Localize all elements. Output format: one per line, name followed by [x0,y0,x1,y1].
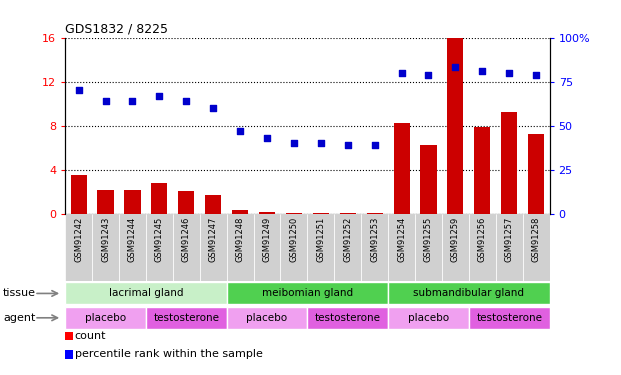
Bar [469,307,550,329]
Bar [200,214,227,281]
Bar [420,146,437,214]
Text: testosterone: testosterone [476,313,542,323]
Bar [152,183,168,214]
Text: GDS1832 / 8225: GDS1832 / 8225 [65,22,168,36]
Bar [388,307,469,329]
Text: GSM91259: GSM91259 [451,217,460,262]
Text: GSM91243: GSM91243 [101,217,110,262]
Bar [388,282,550,304]
Text: GSM91247: GSM91247 [209,217,218,262]
Point [208,105,218,111]
Bar [523,214,550,281]
Point [235,128,245,134]
Text: testosterone: testosterone [315,313,381,323]
Point [424,72,433,78]
Bar [146,307,227,329]
Bar [232,210,248,214]
Text: meibomian gland: meibomian gland [262,288,353,298]
Bar [259,211,275,214]
Point [478,68,487,74]
Point [127,98,137,104]
Bar [307,307,388,329]
Text: percentile rank within the sample: percentile rank within the sample [75,350,263,359]
Text: agent: agent [3,313,35,323]
Point [155,93,165,99]
Point [343,142,353,148]
Text: GSM91257: GSM91257 [505,217,514,262]
Point [369,142,379,148]
Bar [496,214,523,281]
Point [74,87,84,93]
Bar [394,123,410,214]
Text: GSM91245: GSM91245 [155,217,164,262]
Text: tissue: tissue [3,288,36,298]
Bar [146,214,173,281]
Bar [501,112,517,214]
Point [504,70,514,76]
Text: GSM91258: GSM91258 [532,217,541,262]
Bar [340,213,356,214]
Bar [281,214,307,281]
Bar [178,190,194,214]
Text: GSM91248: GSM91248 [235,217,245,262]
Point [316,140,326,146]
Bar [313,213,329,214]
Bar [124,189,140,214]
Bar [253,214,281,281]
Point [262,135,272,141]
Bar [92,214,119,281]
Text: GSM91256: GSM91256 [478,217,487,262]
Bar [447,38,463,214]
Bar [528,135,544,214]
Point [450,64,460,70]
Text: placebo: placebo [408,313,449,323]
Text: placebo: placebo [85,313,126,323]
Text: GSM91242: GSM91242 [74,217,83,262]
Bar [474,127,491,214]
Text: GSM91252: GSM91252 [343,217,352,262]
Bar [173,214,200,281]
Bar [71,175,87,214]
Text: GSM91244: GSM91244 [128,217,137,262]
Bar [307,214,334,281]
Bar [65,214,92,281]
Bar [469,214,496,281]
Text: GSM91250: GSM91250 [289,217,299,262]
Text: GSM91251: GSM91251 [316,217,325,262]
Point [101,98,111,104]
Bar [227,307,307,329]
Text: GSM91246: GSM91246 [182,217,191,262]
Text: GSM91254: GSM91254 [397,217,406,262]
Text: GSM91249: GSM91249 [263,217,271,262]
Text: lacrimal gland: lacrimal gland [109,288,183,298]
Point [397,70,407,76]
Text: count: count [75,331,106,340]
Text: submandibular gland: submandibular gland [414,288,524,298]
Bar [227,282,388,304]
Text: placebo: placebo [247,313,288,323]
Bar [286,213,302,214]
Text: testosterone: testosterone [153,313,219,323]
Point [181,98,191,104]
Bar [65,307,146,329]
Bar [97,189,114,214]
Text: GSM91253: GSM91253 [370,217,379,262]
Bar [366,213,383,214]
Bar [205,195,221,214]
Point [531,72,541,78]
Bar [361,214,388,281]
Point [289,140,299,146]
Bar [227,214,253,281]
Bar [119,214,146,281]
Bar [388,214,415,281]
Text: GSM91255: GSM91255 [424,217,433,262]
Bar [65,282,227,304]
Bar [415,214,442,281]
Bar [334,214,361,281]
Bar [442,214,469,281]
